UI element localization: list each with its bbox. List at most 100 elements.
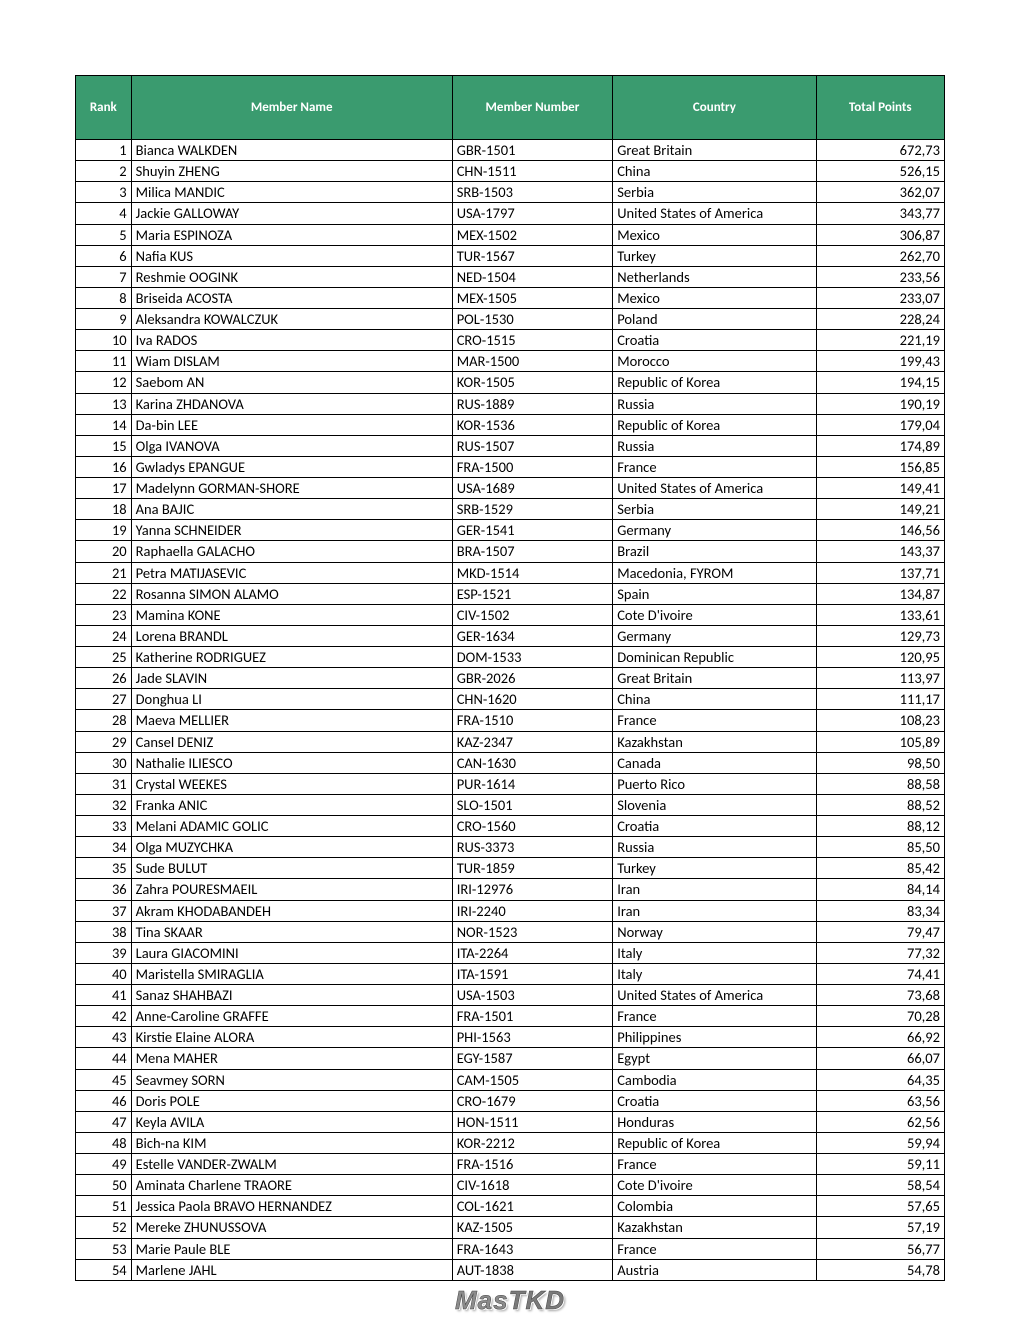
table-row: 12Saebom ANKOR-1505Republic of Korea194,… (76, 372, 945, 393)
cell-name: Estelle VANDER-ZWALM (131, 1154, 452, 1175)
cell-rank: 46 (76, 1090, 132, 1111)
cell-country: Croatia (613, 330, 816, 351)
cell-points: 143,37 (816, 541, 944, 562)
cell-points: 74,41 (816, 963, 944, 984)
table-row: 48Bich-na KIMKOR-2212Republic of Korea59… (76, 1132, 945, 1153)
cell-country: Republic of Korea (613, 414, 816, 435)
cell-rank: 9 (76, 309, 132, 330)
table-row: 47Keyla AVILAHON-1511Honduras62,56 (76, 1111, 945, 1132)
cell-rank: 32 (76, 794, 132, 815)
cell-number: KAZ-2347 (452, 731, 613, 752)
cell-number: FRA-1510 (452, 710, 613, 731)
cell-rank: 11 (76, 351, 132, 372)
cell-points: 343,77 (816, 203, 944, 224)
cell-number: CAN-1630 (452, 752, 613, 773)
cell-rank: 44 (76, 1048, 132, 1069)
cell-name: Donghua LI (131, 689, 452, 710)
table-row: 35Sude BULUTTUR-1859Turkey85,42 (76, 858, 945, 879)
cell-name: Reshmie OOGINK (131, 266, 452, 287)
table-row: 36Zahra POURESMAEILIRI-12976Iran84,14 (76, 879, 945, 900)
cell-points: 70,28 (816, 1006, 944, 1027)
table-row: 49Estelle VANDER-ZWALMFRA-1516France59,1… (76, 1154, 945, 1175)
table-row: 1Bianca WALKDENGBR-1501Great Britain672,… (76, 140, 945, 161)
cell-country: Germany (613, 520, 816, 541)
cell-points: 526,15 (816, 161, 944, 182)
cell-rank: 38 (76, 921, 132, 942)
cell-rank: 21 (76, 562, 132, 583)
cell-points: 64,35 (816, 1069, 944, 1090)
cell-name: Shuyin ZHENG (131, 161, 452, 182)
cell-points: 59,94 (816, 1132, 944, 1153)
cell-number: NOR-1523 (452, 921, 613, 942)
cell-country: Turkey (613, 245, 816, 266)
cell-name: Maria ESPINOZA (131, 224, 452, 245)
cell-rank: 3 (76, 182, 132, 203)
cell-name: Bich-na KIM (131, 1132, 452, 1153)
cell-points: 120,95 (816, 647, 944, 668)
cell-number: FRA-1516 (452, 1154, 613, 1175)
cell-points: 73,68 (816, 985, 944, 1006)
mastkd-logo: MasTKD (455, 1285, 565, 1316)
cell-rank: 49 (76, 1154, 132, 1175)
cell-rank: 42 (76, 1006, 132, 1027)
cell-country: Austria (613, 1259, 816, 1280)
cell-name: Laura GIACOMINI (131, 942, 452, 963)
cell-name: Iva RADOS (131, 330, 452, 351)
table-row: 18Ana BAJICSRB-1529Serbia149,21 (76, 499, 945, 520)
table-row: 19Yanna SCHNEIDERGER-1541Germany146,56 (76, 520, 945, 541)
cell-name: Yanna SCHNEIDER (131, 520, 452, 541)
table-row: 30Nathalie ILIESCOCAN-1630Canada98,50 (76, 752, 945, 773)
table-row: 34Olga MUZYCHKARUS-3373Russia85,50 (76, 837, 945, 858)
table-row: 21Petra MATIJASEVICMKD-1514Macedonia, FY… (76, 562, 945, 583)
cell-rank: 2 (76, 161, 132, 182)
cell-name: Sanaz SHAHBAZI (131, 985, 452, 1006)
cell-number: ITA-1591 (452, 963, 613, 984)
cell-number: USA-1797 (452, 203, 613, 224)
cell-country: United States of America (613, 478, 816, 499)
cell-rank: 18 (76, 499, 132, 520)
table-row: 2Shuyin ZHENGCHN-1511China526,15 (76, 161, 945, 182)
cell-points: 190,19 (816, 393, 944, 414)
cell-rank: 48 (76, 1132, 132, 1153)
cell-rank: 1 (76, 140, 132, 161)
cell-country: Iran (613, 879, 816, 900)
cell-country: Italy (613, 942, 816, 963)
cell-number: GER-1541 (452, 520, 613, 541)
cell-rank: 5 (76, 224, 132, 245)
table-row: 41Sanaz SHAHBAZIUSA-1503United States of… (76, 985, 945, 1006)
cell-rank: 45 (76, 1069, 132, 1090)
table-row: 20Raphaella GALACHOBRA-1507Brazil143,37 (76, 541, 945, 562)
cell-name: Jackie GALLOWAY (131, 203, 452, 224)
cell-rank: 52 (76, 1217, 132, 1238)
cell-points: 77,32 (816, 942, 944, 963)
table-row: 27Donghua LICHN-1620China111,17 (76, 689, 945, 710)
cell-points: 113,97 (816, 668, 944, 689)
cell-rank: 27 (76, 689, 132, 710)
cell-name: Anne-Caroline GRAFFE (131, 1006, 452, 1027)
cell-rank: 34 (76, 837, 132, 858)
cell-rank: 19 (76, 520, 132, 541)
table-row: 32Franka ANICSLO-1501Slovenia88,52 (76, 794, 945, 815)
cell-name: Jessica Paola BRAVO HERNANDEZ (131, 1196, 452, 1217)
cell-name: Maeva MELLIER (131, 710, 452, 731)
cell-rank: 50 (76, 1175, 132, 1196)
table-row: 50Aminata Charlene TRAORECIV-1618Cote D'… (76, 1175, 945, 1196)
cell-points: 133,61 (816, 604, 944, 625)
table-row: 51Jessica Paola BRAVO HERNANDEZCOL-1621C… (76, 1196, 945, 1217)
cell-rank: 36 (76, 879, 132, 900)
cell-number: GER-1634 (452, 625, 613, 646)
header-rank: Rank (76, 76, 132, 140)
cell-country: Norway (613, 921, 816, 942)
cell-number: CRO-1679 (452, 1090, 613, 1111)
cell-country: France (613, 456, 816, 477)
cell-points: 262,70 (816, 245, 944, 266)
table-row: 16Gwladys EPANGUEFRA-1500France156,85 (76, 456, 945, 477)
logo-part2: TKD (509, 1285, 565, 1315)
cell-points: 194,15 (816, 372, 944, 393)
cell-name: Sude BULUT (131, 858, 452, 879)
cell-name: Aleksandra KOWALCZUK (131, 309, 452, 330)
cell-number: BRA-1507 (452, 541, 613, 562)
cell-name: Marie Paule BLE (131, 1238, 452, 1259)
cell-points: 54,78 (816, 1259, 944, 1280)
table-row: 40Maristella SMIRAGLIAITA-1591Italy74,41 (76, 963, 945, 984)
